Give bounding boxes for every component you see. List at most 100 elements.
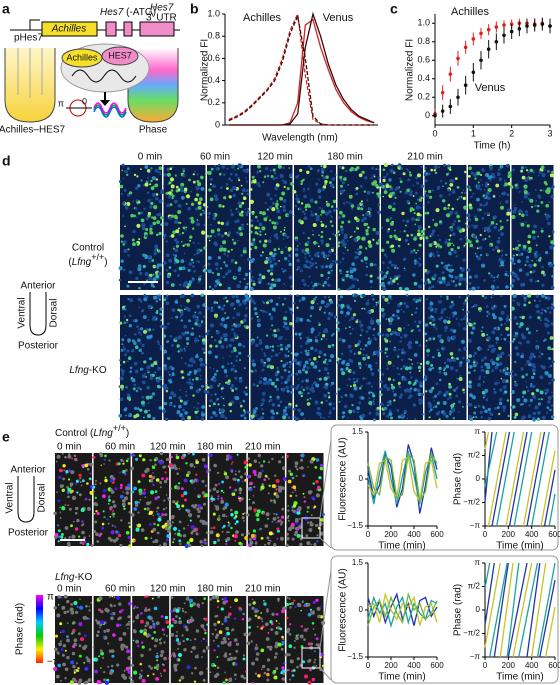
cell-signal xyxy=(450,279,454,283)
cell-signal xyxy=(390,263,394,267)
cell-signal xyxy=(196,173,199,176)
cell-signal xyxy=(309,314,313,318)
cell-signal xyxy=(60,596,63,599)
cell-signal xyxy=(295,386,299,390)
cell-signal xyxy=(328,359,332,363)
cell-signal xyxy=(222,636,227,641)
cell-signal xyxy=(278,352,281,354)
cell-signal xyxy=(445,390,449,395)
cell-signal xyxy=(63,469,66,472)
cell-signal xyxy=(217,403,220,406)
cell-signal xyxy=(391,385,395,390)
cell-signal xyxy=(288,173,293,177)
cell-signal xyxy=(428,253,433,258)
cell-signal xyxy=(164,471,167,474)
cell-signal xyxy=(322,284,325,287)
cell-signal xyxy=(209,489,212,492)
cell-signal xyxy=(406,219,410,223)
cell-signal xyxy=(521,213,525,218)
cell-signal xyxy=(494,305,498,308)
cell-signal xyxy=(508,318,512,321)
cell-signal xyxy=(447,171,450,174)
cell-signal xyxy=(272,517,277,521)
cell-signal xyxy=(230,385,234,389)
g: +/+ xyxy=(113,423,126,433)
cell-signal xyxy=(540,376,543,378)
cell-signal xyxy=(108,459,111,462)
cell-signal xyxy=(193,406,196,409)
cell-signal xyxy=(457,348,462,352)
reporter: Achilles xyxy=(51,24,86,35)
cell-signal xyxy=(492,195,496,198)
cell-signal xyxy=(313,297,316,301)
point xyxy=(486,27,491,32)
cell-signal xyxy=(170,184,175,189)
cell-signal xyxy=(93,490,95,493)
cell-signal xyxy=(152,328,155,331)
cell-signal xyxy=(148,648,152,651)
cell-signal xyxy=(261,408,264,411)
cell-signal xyxy=(283,180,288,185)
cell-signal xyxy=(80,484,83,487)
cell-signal xyxy=(313,661,316,664)
condition: Control xyxy=(72,243,104,254)
cell-signal xyxy=(217,221,221,225)
cell-signal xyxy=(247,619,251,623)
cell-signal xyxy=(246,641,251,646)
cell-signal xyxy=(163,633,166,636)
cell-signal xyxy=(181,504,185,508)
cell-signal xyxy=(265,167,268,171)
cell-signal xyxy=(361,218,365,223)
cell-signal xyxy=(152,514,154,517)
cell-signal xyxy=(412,195,415,197)
cell-signal xyxy=(180,370,184,374)
cell-signal xyxy=(168,402,173,407)
cell-signal xyxy=(282,477,287,481)
cell-signal xyxy=(154,490,158,493)
cell-signal xyxy=(120,192,123,196)
cell-signal xyxy=(99,623,103,627)
cell-signal xyxy=(221,530,224,533)
cell-signal xyxy=(195,532,199,536)
cell-signal xyxy=(308,275,311,278)
cell-signal xyxy=(121,373,125,376)
cell-signal xyxy=(291,336,294,339)
cell-signal xyxy=(446,316,448,318)
cell-signal xyxy=(464,315,468,318)
cell-signal xyxy=(106,629,110,633)
cell-signal xyxy=(175,502,178,505)
cell-signal xyxy=(240,533,244,537)
cell-signal xyxy=(331,343,335,347)
cell-signal xyxy=(249,230,253,234)
cell-signal xyxy=(349,274,354,279)
image xyxy=(381,295,423,420)
cell-signal xyxy=(241,618,245,621)
cell-signal xyxy=(132,200,135,203)
cell-signal xyxy=(193,270,196,273)
cell-signal xyxy=(159,345,163,348)
cell-signal xyxy=(190,357,194,361)
cell-signal xyxy=(312,223,317,227)
cell-signal xyxy=(180,319,184,322)
cell-signal xyxy=(231,492,236,496)
cell-signal xyxy=(492,175,496,179)
cell-signal xyxy=(355,320,359,324)
cell-signal xyxy=(254,226,258,230)
cell-signal xyxy=(98,608,102,612)
cell-signal xyxy=(385,173,389,176)
cell-signal xyxy=(540,201,544,204)
cell-signal xyxy=(366,190,371,195)
cell-signal xyxy=(242,413,246,417)
cell-signal xyxy=(427,280,432,284)
cell-signal xyxy=(393,264,397,268)
cell-signal xyxy=(215,676,218,678)
cell-signal xyxy=(128,510,132,514)
cell-signal xyxy=(253,485,256,489)
cell-signal xyxy=(224,616,227,620)
cell-signal xyxy=(435,382,439,385)
cell-signal xyxy=(59,517,62,519)
cell-signal xyxy=(388,178,392,182)
cell-signal xyxy=(271,381,275,386)
cell-signal xyxy=(495,362,498,364)
